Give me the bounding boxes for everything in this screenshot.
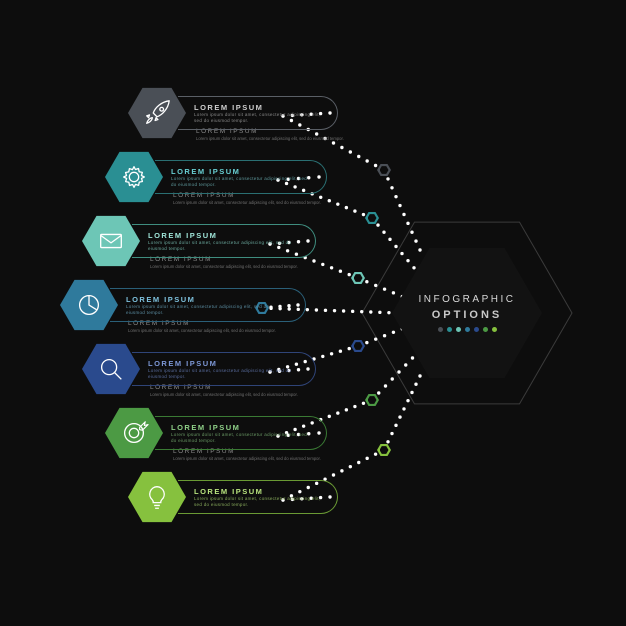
option-tag: LOREM IPSUMLorem ipsum dolor sit amet, c…: [155, 160, 327, 194]
option-title: LOREM IPSUM: [194, 103, 321, 112]
search-hexagon: [82, 340, 140, 398]
bulb-icon: [142, 482, 172, 512]
option-tag: LOREM IPSUMLorem ipsum dolor sit amet, c…: [132, 352, 316, 386]
target-icon: [119, 418, 149, 448]
option-desc: Lorem ipsum dolor sit amet, consectetur …: [148, 368, 299, 379]
hub-title: INFOGRAPHIC: [419, 294, 516, 305]
option-title: LOREM IPSUM: [171, 167, 310, 176]
central-hub: INFOGRAPHIC OPTIONS: [392, 238, 542, 388]
pie-hexagon: [60, 276, 118, 334]
rocket-icon: [142, 98, 172, 128]
rocket-hexagon: [128, 84, 186, 142]
mail-hexagon: [82, 212, 140, 270]
option-subtext: LOREM IPSUMLorem ipsum dolor sit amet, c…: [128, 320, 308, 333]
option-title: LOREM IPSUM: [126, 295, 289, 304]
option-title: LOREM IPSUM: [148, 359, 299, 368]
mail-icon: [96, 226, 126, 256]
option-desc: Lorem ipsum dolor sit amet, consectetur …: [171, 432, 310, 443]
option-item-mail: LOREM IPSUMLorem ipsum dolor sit amet, c…: [82, 212, 324, 270]
option-subtext: LOREM IPSUMLorem ipsum dolor sit amet, c…: [173, 448, 353, 461]
option-item-target: LOREM IPSUMLorem ipsum dolor sit amet, c…: [105, 404, 335, 462]
option-subtext: LOREM IPSUMLorem ipsum dolor sit amet, c…: [173, 192, 353, 205]
option-item-rocket: LOREM IPSUMLorem ipsum dolor sit amet, c…: [128, 84, 346, 142]
option-subtext: LOREM IPSUMLorem ipsum dolor sit amet, c…: [196, 128, 376, 141]
option-tag: LOREM IPSUMLorem ipsum dolor sit amet, c…: [110, 288, 306, 322]
gear-hexagon: [105, 148, 163, 206]
subtext-desc: Lorem ipsum dolor sit amet, consectetur …: [150, 264, 330, 269]
option-tag: LOREM IPSUMLorem ipsum dolor sit amet, c…: [155, 416, 327, 450]
option-desc: Lorem ipsum dolor sit amet, consectetur …: [148, 240, 299, 251]
gear-icon: [119, 162, 149, 192]
option-tag: LOREM IPSUMLorem ipsum dolor sit amet, c…: [178, 96, 338, 130]
subtext-desc: Lorem ipsum dolor sit amet, consectetur …: [128, 328, 308, 333]
option-desc: Lorem ipsum dolor sit amet, consectetur …: [171, 176, 310, 187]
option-title: LOREM IPSUM: [194, 487, 321, 496]
option-item-search: LOREM IPSUMLorem ipsum dolor sit amet, c…: [82, 340, 324, 398]
subtext-desc: Lorem ipsum dolor sit amet, consectetur …: [150, 392, 330, 397]
search-icon: [96, 354, 126, 384]
infographic-canvas: LOREM IPSUMLorem ipsum dolor sit amet, c…: [0, 0, 626, 626]
bulb-hexagon: [128, 468, 186, 526]
subtext-desc: Lorem ipsum dolor sit amet, consectetur …: [173, 200, 353, 205]
option-tag: LOREM IPSUMLorem ipsum dolor sit amet, c…: [178, 480, 338, 514]
option-title: LOREM IPSUM: [148, 231, 299, 240]
option-tag: LOREM IPSUMLorem ipsum dolor sit amet, c…: [132, 224, 316, 258]
option-item-bulb: LOREM IPSUMLorem ipsum dolor sit amet, c…: [128, 468, 346, 526]
option-subtext: LOREM IPSUMLorem ipsum dolor sit amet, c…: [150, 256, 330, 269]
option-subtext: LOREM IPSUMLorem ipsum dolor sit amet, c…: [150, 384, 330, 397]
option-desc: Lorem ipsum dolor sit amet, consectetur …: [126, 304, 289, 315]
option-title: LOREM IPSUM: [171, 423, 310, 432]
pie-icon: [74, 290, 104, 320]
subtext-desc: Lorem ipsum dolor sit amet, consectetur …: [196, 136, 376, 141]
option-desc: Lorem ipsum dolor sit amet, consectetur …: [194, 496, 321, 507]
subtext-desc: Lorem ipsum dolor sit amet, consectetur …: [173, 456, 353, 461]
option-desc: Lorem ipsum dolor sit amet, consectetur …: [194, 112, 321, 123]
option-item-pie: LOREM IPSUMLorem ipsum dolor sit amet, c…: [60, 276, 314, 334]
hub-color-dots: [438, 327, 497, 332]
option-item-gear: LOREM IPSUMLorem ipsum dolor sit amet, c…: [105, 148, 335, 206]
hub-subtitle: OPTIONS: [432, 309, 503, 321]
target-hexagon: [105, 404, 163, 462]
